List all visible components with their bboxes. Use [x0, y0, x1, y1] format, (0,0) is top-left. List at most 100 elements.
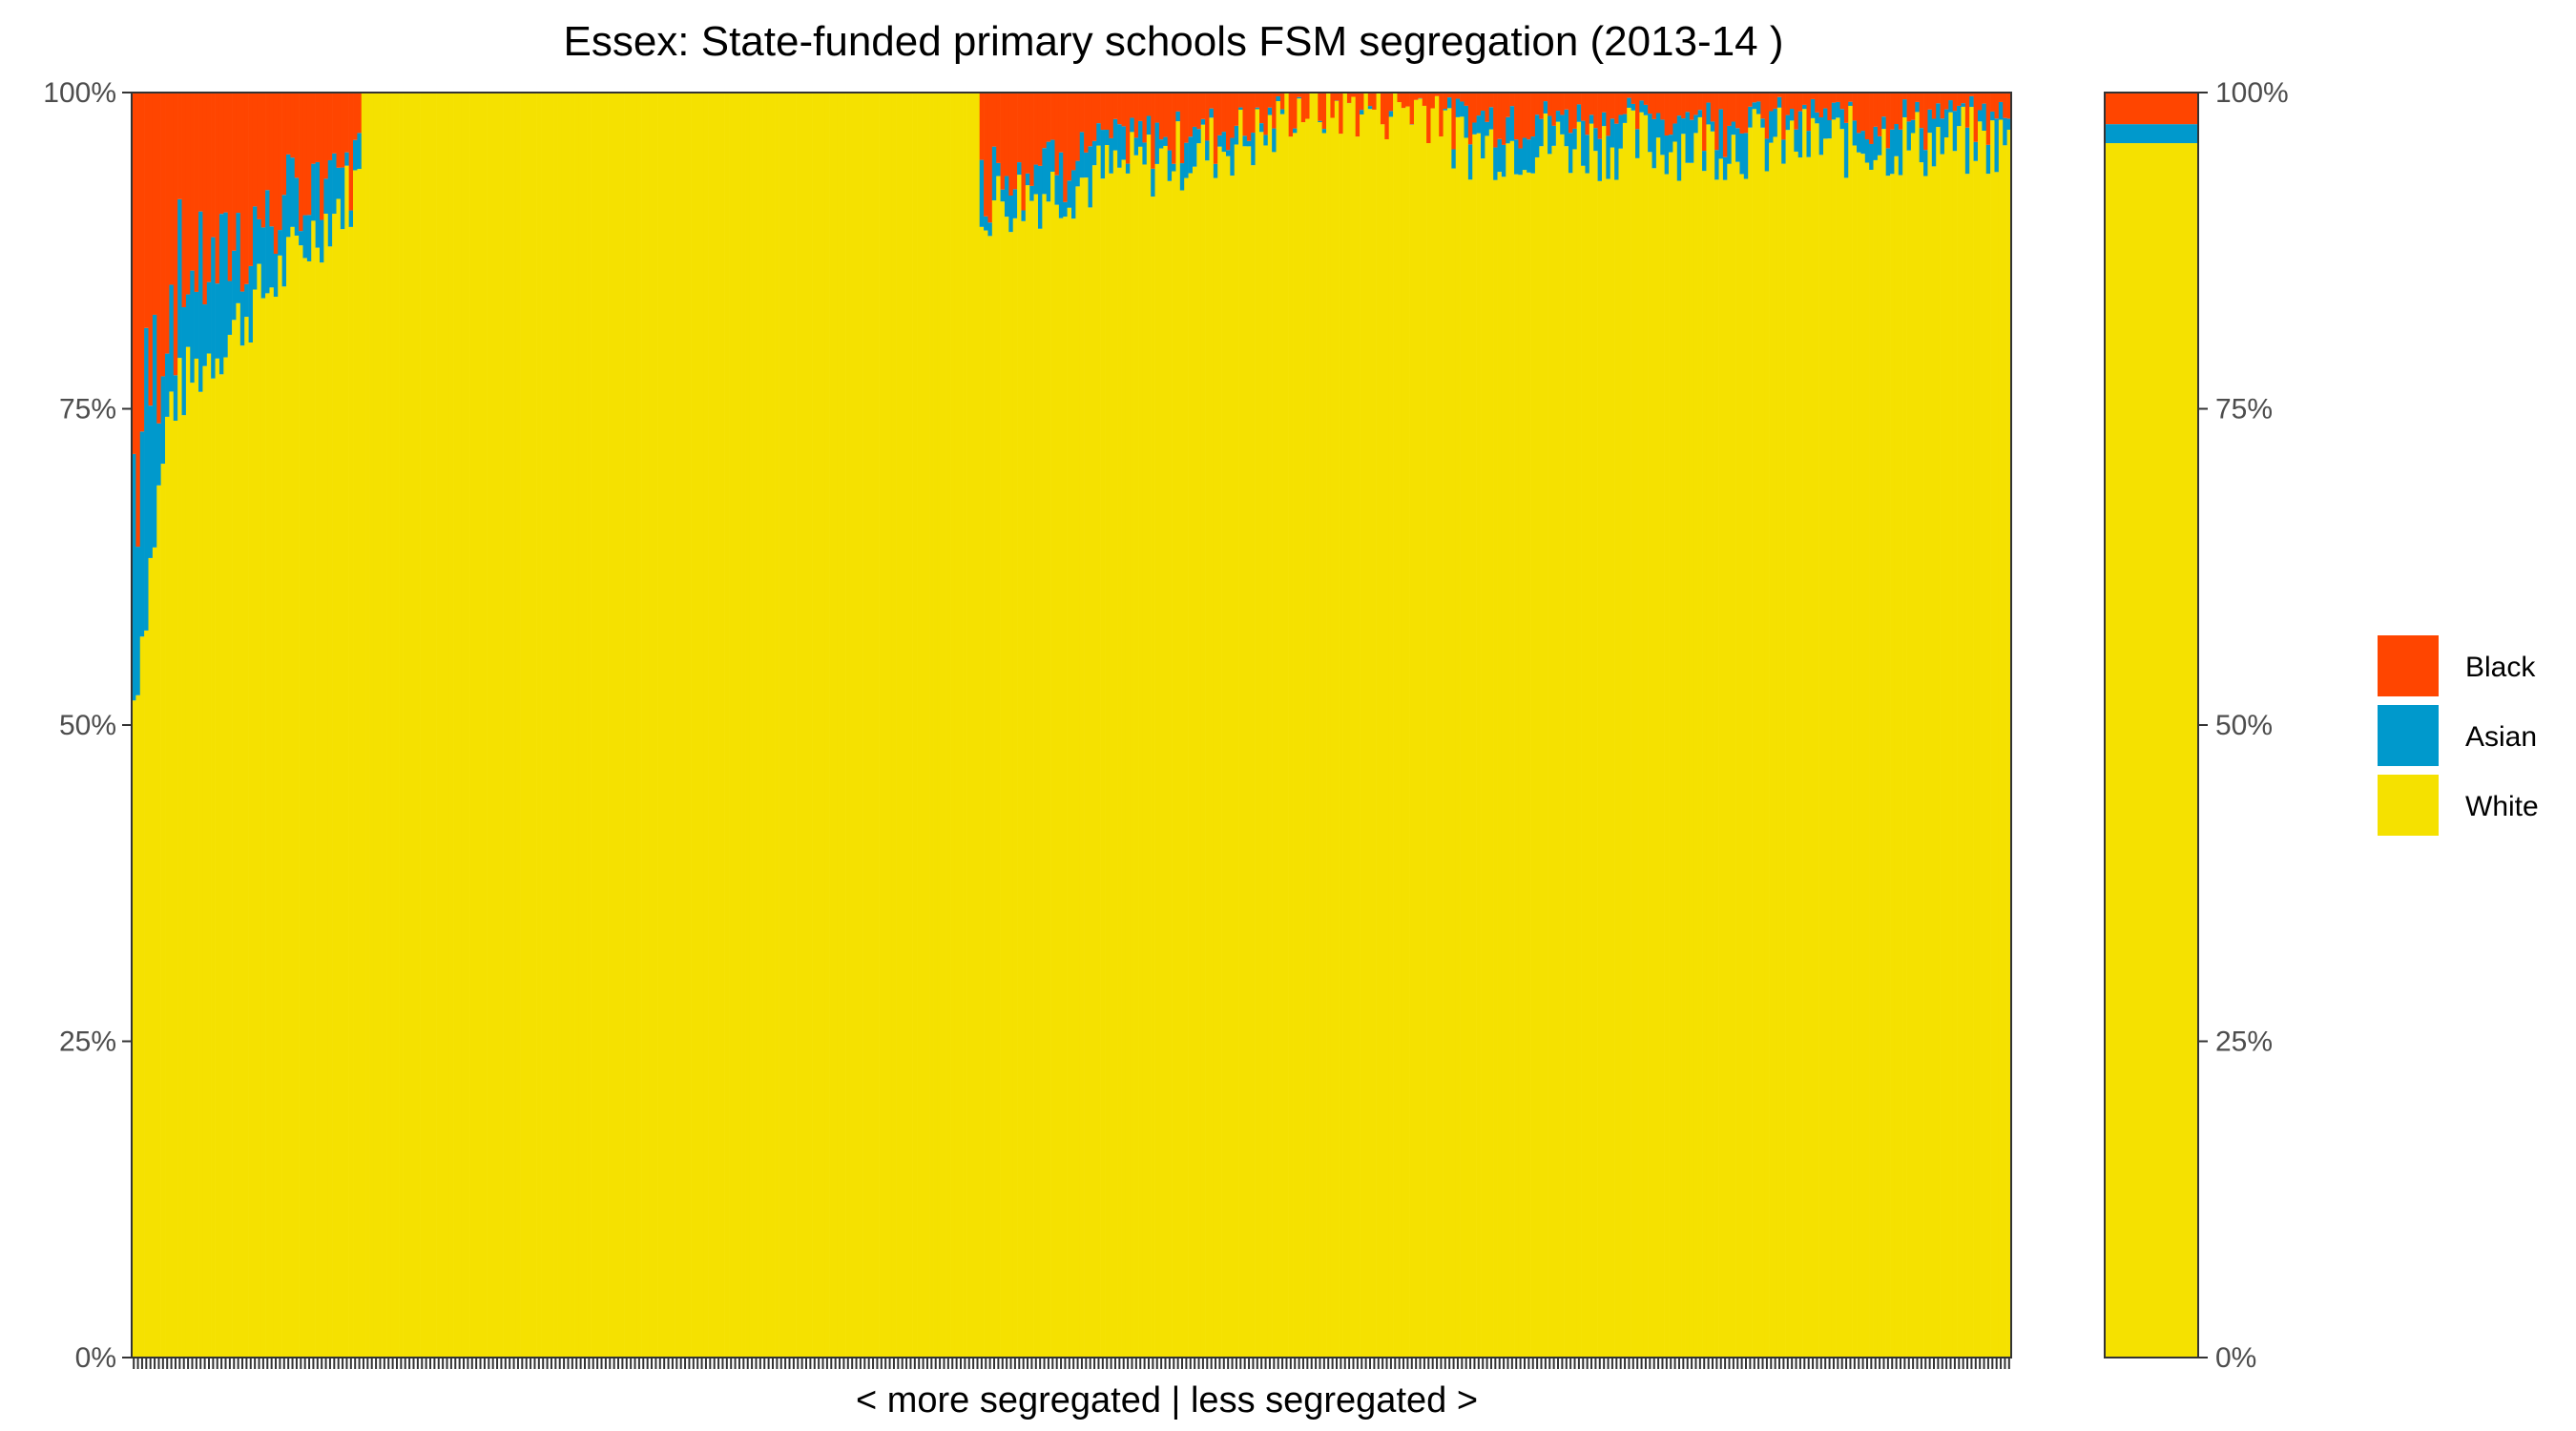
- school-bar-white: [687, 93, 692, 1358]
- chart-title: Essex: State-funded primary schools FSM …: [563, 18, 1783, 65]
- school-bar-black: [1581, 93, 1586, 121]
- school-bar-white: [566, 93, 571, 1358]
- school-bar-white: [1869, 170, 1874, 1358]
- school-bar-white: [1755, 114, 1761, 1358]
- school-bar-asian: [1936, 103, 1941, 128]
- school-bar-asian: [273, 254, 279, 298]
- school-bar-white: [306, 260, 312, 1358]
- school-bar-white: [570, 93, 575, 1358]
- school-bar-black: [1685, 93, 1691, 113]
- school-bar-asian: [315, 161, 321, 248]
- school-bar-white: [299, 245, 303, 1358]
- school-bar-black: [1727, 93, 1732, 126]
- school-bar-asian: [260, 227, 266, 299]
- school-bar-asian: [1952, 111, 1958, 152]
- school-bar-asian: [1823, 108, 1828, 139]
- school-bar-asian: [1560, 114, 1565, 135]
- school-bar-white: [1230, 176, 1236, 1358]
- school-bar-asian: [1873, 126, 1879, 160]
- school-bar-asian: [1606, 135, 1611, 179]
- school-bar-white: [1058, 218, 1064, 1358]
- school-bar-black: [1388, 93, 1394, 112]
- school-bar-white: [1702, 171, 1707, 1358]
- school-bar-black: [1050, 93, 1055, 140]
- school-bar-white: [1923, 176, 1928, 1358]
- school-bar-white: [215, 358, 220, 1358]
- school-bar-asian: [1977, 110, 1983, 122]
- school-bar-black: [260, 93, 266, 228]
- school-bar-white: [1718, 158, 1724, 1358]
- school-bar-asian: [1957, 105, 1962, 127]
- school-bar-black: [1660, 93, 1665, 120]
- school-bar-white: [854, 93, 860, 1358]
- school-bar-asian: [1785, 114, 1791, 131]
- school-bar-white: [1530, 173, 1536, 1358]
- school-bar-black: [1548, 93, 1552, 116]
- school-bar-black: [1091, 93, 1097, 141]
- school-bar-asian: [1848, 101, 1853, 106]
- school-bar-white: [1685, 162, 1691, 1358]
- school-bar-white: [1050, 172, 1055, 1358]
- school-bar-black: [1100, 93, 1106, 131]
- school-bar-white: [1467, 179, 1473, 1358]
- school-bar-asian: [1601, 112, 1607, 127]
- school-bar-black: [177, 93, 182, 199]
- school-bar-white: [1447, 108, 1452, 1358]
- school-bar-white: [612, 93, 617, 1358]
- school-bar-asian: [1130, 117, 1134, 133]
- school-bar-white: [1518, 175, 1524, 1358]
- school-bar-asian: [1205, 140, 1210, 161]
- school-bar-black: [1931, 93, 1937, 119]
- school-bar-white: [1380, 124, 1385, 1358]
- school-bar-black: [1472, 93, 1477, 123]
- school-bar-white: [1560, 134, 1565, 1358]
- overall-bar: [2105, 93, 2198, 1358]
- school-bar-black: [1251, 93, 1256, 134]
- school-bar-black: [1906, 93, 1912, 122]
- school-bar-white: [478, 93, 484, 1358]
- school-bar-black: [1601, 93, 1607, 113]
- school-bar-asian: [1067, 180, 1072, 208]
- school-bar-black: [1175, 93, 1181, 112]
- school-bar-white: [1288, 136, 1294, 1358]
- school-bar-black: [198, 93, 203, 212]
- school-bar-asian: [1079, 132, 1085, 178]
- school-bar-white: [633, 93, 638, 1358]
- school-bar-white: [399, 93, 404, 1358]
- school-bar-asian: [1927, 109, 1933, 134]
- school-bar-white: [636, 93, 642, 1358]
- school-bar-black: [1151, 93, 1155, 169]
- school-bar-asian: [278, 230, 282, 256]
- school-bar-black: [173, 93, 178, 376]
- school-bar-asian: [1764, 138, 1770, 172]
- school-bar-asian: [1447, 97, 1452, 109]
- school-bar-asian: [984, 216, 988, 231]
- school-bar-asian: [1485, 121, 1490, 136]
- school-bar-white: [862, 93, 867, 1358]
- school-bar-asian: [1033, 164, 1039, 195]
- school-bar-black: [1823, 93, 1828, 109]
- school-bar-white: [382, 93, 387, 1358]
- school-bar-black: [194, 93, 199, 292]
- school-bar-white: [1881, 129, 1886, 1358]
- school-bar-asian: [156, 423, 161, 486]
- school-bar-asian: [1618, 114, 1624, 149]
- school-bar-black: [1330, 93, 1336, 118]
- school-bar-white: [1672, 141, 1678, 1358]
- school-bar-black: [311, 93, 316, 164]
- school-bar-asian: [1906, 121, 1912, 151]
- school-bar-white: [775, 93, 779, 1358]
- school-bar-white: [511, 93, 517, 1358]
- school-bar-white: [487, 93, 491, 1358]
- school-bar-white: [1919, 162, 1924, 1358]
- school-bar-white: [1827, 138, 1833, 1358]
- school-bar-white: [1485, 135, 1490, 1358]
- school-bar-black: [1300, 93, 1306, 123]
- school-bar-white: [1430, 108, 1436, 1358]
- school-bar-asian: [1539, 118, 1544, 147]
- school-bar-asian: [1760, 118, 1766, 128]
- school-bar-white: [1100, 178, 1106, 1358]
- school-bar-white: [403, 93, 408, 1358]
- school-bar-black: [1843, 93, 1849, 123]
- school-bar-asian: [227, 280, 233, 335]
